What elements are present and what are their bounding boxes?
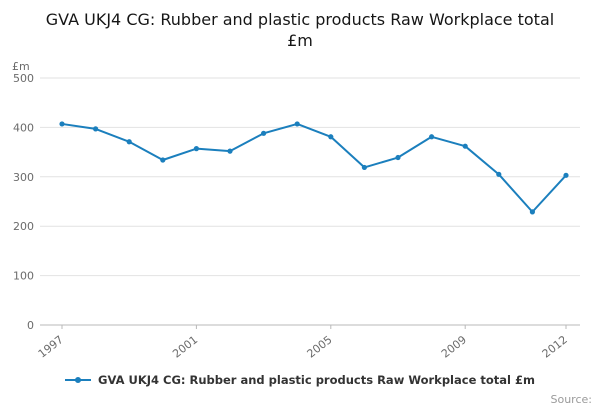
data-point [126, 139, 132, 145]
data-point [361, 164, 367, 171]
data-point [193, 146, 199, 152]
data-point [294, 121, 300, 127]
x-tick-label: 1997 [36, 333, 66, 358]
y-tick-label: 300 [13, 171, 34, 184]
y-tick-label: 100 [13, 270, 34, 283]
legend-label: GVA UKJ4 CG: Rubber and plastic products… [98, 373, 535, 387]
data-point [462, 143, 468, 149]
legend-marker-dot [75, 377, 82, 383]
legend[interactable]: GVA UKJ4 CG: Rubber and plastic products… [0, 373, 600, 387]
chart-svg: £m 0 100 200 300 400 500 1997 2001 2005 2009 2012 [12, 60, 580, 358]
data-point [227, 148, 233, 154]
y-tick-label: 500 [13, 72, 34, 85]
data-point [160, 157, 166, 163]
data-point [93, 126, 99, 132]
x-tick-label: 2005 [305, 333, 335, 358]
chart-page: GVA UKJ4 CG: Rubber and plastic products… [0, 10, 600, 410]
data-point [261, 130, 267, 136]
data-point [328, 134, 334, 140]
data-point [563, 172, 569, 178]
y-tick-label: 0 [27, 319, 34, 332]
x-tick-label: 2001 [170, 333, 200, 358]
x-tick-label: 2012 [540, 333, 570, 358]
y-axis-unit-label: £m [12, 60, 30, 73]
y-tick-label: 400 [13, 121, 34, 134]
legend-marker-icon [65, 377, 92, 383]
chart-title: GVA UKJ4 CG: Rubber and plastic products… [45, 10, 555, 50]
data-point [429, 134, 435, 140]
data-point [59, 121, 65, 127]
data-point [529, 209, 536, 215]
data-point [395, 154, 401, 161]
data-point [496, 171, 502, 177]
x-tick-label: 2009 [439, 333, 469, 358]
y-tick-label: 200 [13, 220, 34, 233]
data-line [61, 122, 567, 213]
